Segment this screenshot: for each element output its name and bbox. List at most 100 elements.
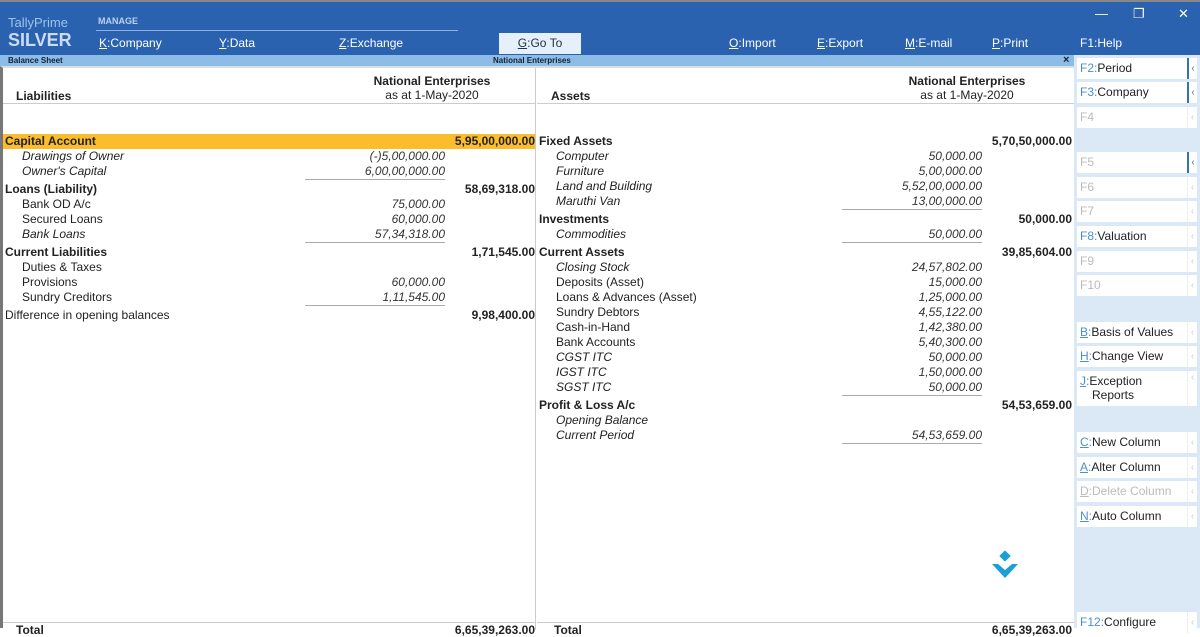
menu-e-mail[interactable]: M:E-mail — [905, 36, 953, 50]
menu-label: Print — [1003, 36, 1029, 50]
company-name: National Enterprises — [908, 74, 1026, 88]
group-row[interactable]: Current Assets 39,85,604.00 — [537, 245, 1072, 260]
chevron-left-icon[interactable]: ‹ — [1187, 322, 1197, 343]
total-label: Total — [16, 623, 44, 637]
group-row[interactable]: Capital Account 5,95,00,000.00 — [3, 134, 535, 149]
button-period[interactable]: F2:Period ‹ — [1077, 58, 1197, 79]
menu-help[interactable]: F1:Help — [1080, 36, 1123, 50]
ledger-row[interactable]: Drawings of Owner (-)5,00,000.00 — [3, 149, 535, 164]
chevron-left-icon[interactable]: ‹ — [1187, 371, 1197, 406]
chevron-left-icon[interactable]: ‹ — [1187, 457, 1197, 478]
ledger-row[interactable]: IGST ITC 1,50,000.00 — [537, 365, 1072, 380]
button-f6[interactable]: F6 ‹ — [1077, 177, 1197, 198]
button-change-view[interactable]: H:Change View ‹ — [1077, 346, 1197, 367]
sub-amount: 5,40,300.00 — [918, 335, 982, 349]
chevron-left-icon[interactable]: ‹ — [1187, 152, 1197, 173]
chevron-left-icon[interactable]: ‹ — [1187, 107, 1197, 128]
button-alter-column[interactable]: A:Alter Column ‹ — [1077, 457, 1197, 478]
button-configure[interactable]: F12:Configure ‹ — [1077, 612, 1197, 633]
ledger-row[interactable]: Sundry Creditors 1,11,545.00 — [3, 290, 535, 306]
button-exception[interactable]: J:Exception Reports ‹ — [1077, 371, 1197, 406]
button-label: Exception — [1089, 374, 1143, 388]
button-f4[interactable]: F4 ‹ — [1077, 107, 1197, 128]
button-company[interactable]: F3:Company ‹ — [1077, 82, 1197, 103]
button-valuation[interactable]: F8:Valuation ‹ — [1077, 226, 1197, 247]
button-f7[interactable]: F7 ‹ — [1077, 201, 1197, 222]
ledger-row[interactable]: Owner's Capital 6,00,00,000.00 — [3, 164, 535, 180]
group-amount: 5,95,00,000.00 — [454, 134, 535, 148]
ledger-row[interactable]: Maruthi Van 13,00,000.00 — [537, 194, 1072, 210]
ledger-row[interactable]: SGST ITC 50,000.00 — [537, 380, 1072, 396]
chevron-left-icon[interactable]: ‹ — [1187, 506, 1197, 527]
button-f10[interactable]: F10 ‹ — [1077, 275, 1197, 296]
group-row[interactable]: Fixed Assets 5,70,50,000.00 — [537, 134, 1072, 149]
ledger-row[interactable]: Furniture 5,00,000.00 — [537, 164, 1072, 179]
ledger-row[interactable]: Current Period 54,53,659.00 — [537, 428, 1072, 444]
menu-company[interactable]: K:Company — [99, 36, 162, 50]
ledger-row[interactable]: Deposits (Asset) 15,000.00 — [537, 275, 1072, 290]
chevron-left-icon[interactable]: ‹ — [1187, 82, 1197, 103]
restore-icon[interactable]: ❐ — [1133, 6, 1145, 21]
sub-amount: 1,50,000.00 — [918, 365, 982, 379]
ledger-row[interactable]: Computer 50,000.00 — [537, 149, 1072, 164]
button-auto-column[interactable]: N:Auto Column ‹ — [1077, 506, 1197, 527]
shortcut-key: A — [1080, 460, 1089, 474]
ledger-row[interactable]: Loans & Advances (Asset) 1,25,000.00 — [537, 290, 1072, 305]
group-amount: 50,000.00 — [1018, 212, 1072, 226]
ledger-row[interactable]: Closing Stock 24,57,802.00 — [537, 260, 1072, 275]
total-amount: 6,65,39,263.00 — [991, 623, 1072, 637]
row-label: Cash-in-Hand — [556, 320, 631, 334]
chevron-left-icon[interactable]: ‹ — [1187, 177, 1197, 198]
button-bar: F2:Period ‹ F3:Company ‹ F4 ‹ F5 ‹ F6 ‹ F7 ‹ F8:Valu… — [1074, 55, 1200, 633]
button-basis-of-values[interactable]: B:Basis of Values ‹ — [1077, 322, 1197, 343]
chevron-left-icon[interactable]: ‹ — [1187, 58, 1197, 79]
ledger-row[interactable]: Land and Building 5,52,00,000.00 — [537, 179, 1072, 194]
sub-amount: 1,42,380.00 — [918, 320, 982, 334]
chevron-left-icon[interactable]: ‹ — [1187, 481, 1197, 502]
menu-data[interactable]: Y:Data — [219, 36, 256, 50]
menu-go-to[interactable]: G:Go To — [499, 33, 581, 54]
button-label: Reports — [1092, 388, 1135, 402]
menu-print[interactable]: P:Print — [992, 36, 1029, 50]
ledger-row[interactable]: Secured Loans 60,000.00 — [3, 212, 535, 227]
chevron-left-icon[interactable]: ‹ — [1187, 275, 1197, 296]
chevron-left-icon[interactable]: ‹ — [1187, 346, 1197, 367]
minimize-icon[interactable]: — — [1095, 6, 1108, 21]
top-bar: TallyPrime SILVER MANAGE K:Company Y:Data… — [0, 0, 1200, 55]
ledger-row[interactable]: Bank OD A/c 75,000.00 — [3, 197, 535, 212]
menu-export[interactable]: E:Export — [817, 36, 864, 50]
chevron-left-icon[interactable]: ‹ — [1187, 432, 1197, 453]
button-f9[interactable]: F9 ‹ — [1077, 251, 1197, 272]
shortcut-key: F1 — [1080, 36, 1095, 50]
close-window-icon[interactable]: ✕ — [1178, 6, 1189, 21]
group-row[interactable]: Loans (Liability) 58,69,318.00 — [3, 182, 535, 197]
ledger-row[interactable]: Cash-in-Hand 1,42,380.00 — [537, 320, 1072, 335]
button-new-column[interactable]: C:New Column ‹ — [1077, 432, 1197, 453]
chevron-left-icon[interactable]: ‹ — [1187, 612, 1197, 633]
ledger-row[interactable]: Provisions 60,000.00 — [3, 275, 535, 290]
menu-import[interactable]: O:Import — [729, 36, 776, 50]
menu-label: Data — [229, 36, 256, 50]
ledger-row[interactable]: Duties & Taxes — [3, 260, 535, 275]
button-delete-column[interactable]: D:Delete Column ‹ — [1077, 481, 1197, 502]
close-report-icon[interactable]: × — [1063, 54, 1070, 66]
ledger-row[interactable]: Difference in opening balances 9,98,400.0… — [3, 308, 535, 323]
ledger-row[interactable]: Bank Accounts 5,40,300.00 — [537, 335, 1072, 350]
group-row[interactable]: Investments 50,000.00 — [537, 212, 1072, 227]
sub-amount: 60,000.00 — [391, 212, 445, 226]
chevron-left-icon[interactable]: ‹ — [1187, 226, 1197, 247]
ledger-row[interactable]: Bank Loans 57,34,318.00 — [3, 227, 535, 243]
chevron-left-icon[interactable]: ‹ — [1187, 251, 1197, 272]
ledger-row[interactable]: Sundry Debtors 4,55,122.00 — [537, 305, 1072, 320]
button-f5[interactable]: F5 ‹ — [1077, 152, 1197, 173]
ledger-row[interactable]: Opening Balance — [537, 413, 1072, 428]
ledger-row[interactable]: CGST ITC 50,000.00 — [537, 350, 1072, 365]
sub-amount: 60,000.00 — [391, 275, 445, 289]
shortcut-key: B — [1080, 325, 1089, 339]
group-row[interactable]: Current Liabilities 1,71,545.00 — [3, 245, 535, 260]
chevron-left-icon[interactable]: ‹ — [1187, 201, 1197, 222]
button-label: Alter Column — [1091, 460, 1161, 474]
menu-exchange[interactable]: Z:Exchange — [339, 36, 404, 50]
ledger-row[interactable]: Commodities 50,000.00 — [537, 227, 1072, 243]
group-row[interactable]: Profit & Loss A/c 54,53,659.00 — [537, 398, 1072, 413]
